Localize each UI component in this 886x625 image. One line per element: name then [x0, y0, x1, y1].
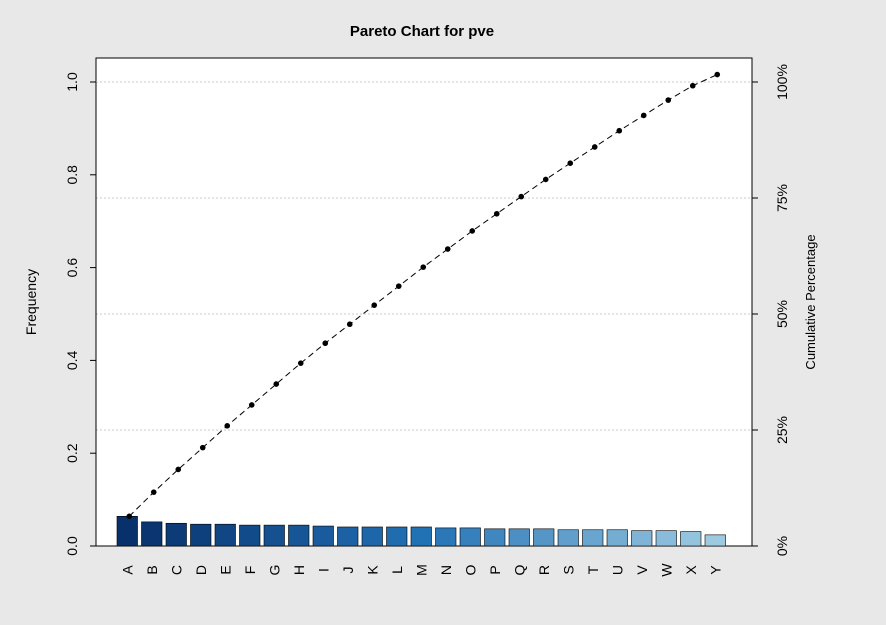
- bar-I: [312, 525, 334, 547]
- y-axis-label: Frequency: [23, 269, 39, 335]
- cumulative-point-R: [542, 176, 549, 183]
- x-tick-label-P: P: [487, 565, 503, 574]
- y-tick-label-1: 0.2: [64, 443, 80, 463]
- bar-F: [239, 524, 261, 547]
- y-axis-right-label: Cumulative Percentage: [803, 234, 818, 369]
- y-tick-label-3: 0.6: [64, 258, 80, 278]
- bar-A: [116, 516, 138, 547]
- bar-P: [484, 528, 506, 547]
- y-right-tick-label-0: 0%: [774, 536, 790, 556]
- cumulative-point-H: [297, 360, 304, 366]
- cumulative-point-T: [591, 144, 598, 150]
- bar-G: [263, 524, 285, 547]
- y-axis-left: 0.0 0.2 0.4 0.6 0.8 1.0: [64, 72, 97, 556]
- bar-Y: [704, 534, 726, 547]
- cumulative-point-L: [395, 283, 402, 289]
- bar-H: [288, 524, 310, 547]
- bar-X: [680, 531, 702, 547]
- cumulative-point-P: [493, 210, 500, 217]
- cumulative-point-U: [616, 127, 623, 134]
- x-tick-label-O: O: [462, 564, 478, 575]
- bar-N: [435, 527, 457, 547]
- cumulative-point-N: [444, 246, 451, 252]
- cumulative-point-J: [346, 321, 353, 328]
- y-right-tick-label-4: 100%: [774, 64, 790, 100]
- x-tick-label-N: N: [438, 565, 454, 575]
- y-tick-label-4: 0.8: [64, 165, 80, 185]
- bar-T: [582, 529, 604, 547]
- cumulative-point-W: [665, 97, 672, 103]
- bar-K: [361, 526, 383, 547]
- y-right-tick-label-2: 50%: [774, 300, 790, 328]
- bar-Q: [508, 528, 530, 547]
- cumulative-point-G: [273, 381, 280, 387]
- cumulative-point-O: [469, 228, 476, 234]
- plot-area: [95, 57, 753, 547]
- x-tick-label-Y: Y: [707, 565, 723, 575]
- x-tick-label-E: E: [217, 565, 233, 574]
- cumulative-point-V: [640, 112, 647, 119]
- x-tick-label-D: D: [193, 565, 209, 575]
- bar-J: [337, 526, 359, 547]
- bar-S: [557, 529, 579, 547]
- bar-E: [214, 523, 236, 547]
- cumulative-point-S: [567, 160, 574, 166]
- x-tick-label-C: C: [168, 565, 184, 575]
- x-tick-label-V: V: [634, 565, 650, 575]
- x-tick-label-J: J: [340, 567, 356, 574]
- x-tick-label-G: G: [266, 565, 282, 576]
- x-tick-label-T: T: [585, 565, 601, 574]
- cumulative-point-F: [248, 402, 255, 408]
- y-tick-label-0: 0.0: [64, 536, 80, 556]
- grid-lines: [96, 81, 752, 431]
- bar-M: [410, 526, 432, 547]
- bar-R: [533, 528, 555, 547]
- bar-D: [190, 523, 212, 547]
- y-right-tick-label-3: 75%: [774, 184, 790, 212]
- x-tick-label-L: L: [389, 566, 405, 574]
- x-tick-label-S: S: [560, 565, 576, 574]
- bar-U: [606, 529, 628, 547]
- bars: [116, 516, 726, 547]
- bar-V: [631, 530, 653, 547]
- cumulative-point-B: [150, 489, 157, 495]
- cumulative-point-Q: [518, 193, 525, 200]
- bar-B: [141, 521, 163, 547]
- x-tick-label-K: K: [364, 565, 380, 575]
- cumulative-point-X: [689, 82, 696, 89]
- x-tick-label-W: W: [658, 563, 674, 577]
- bar-O: [459, 527, 481, 547]
- cumulative-points: [126, 71, 721, 520]
- x-tick-label-I: I: [315, 568, 331, 572]
- y-tick-label-2: 0.4: [64, 350, 80, 370]
- x-tick-label-H: H: [291, 565, 307, 575]
- bar-W: [655, 530, 677, 547]
- x-tick-label-U: U: [609, 565, 625, 575]
- y-tick-label-5: 1.0: [64, 72, 80, 92]
- x-tick-label-Q: Q: [511, 564, 527, 575]
- cumulative-point-E: [224, 423, 231, 429]
- cumulative-point-C: [175, 466, 182, 473]
- cumulative-point-Y: [714, 71, 721, 78]
- x-tick-label-A: A: [119, 565, 135, 575]
- cumulative-point-A: [126, 513, 133, 520]
- bar-L: [386, 526, 408, 547]
- cumulative-point-M: [420, 264, 427, 270]
- cumulative-point-D: [199, 444, 206, 451]
- x-tick-label-M: M: [413, 564, 429, 576]
- y-right-tick-label-1: 25%: [774, 416, 790, 444]
- bar-C: [165, 522, 187, 547]
- x-tick-label-F: F: [242, 566, 258, 575]
- cumulative-point-K: [371, 302, 378, 308]
- cumulative-point-I: [322, 340, 329, 347]
- chart-title: Pareto Chart for pve: [350, 23, 494, 40]
- y-axis-right: 0% 25% 50% 75% 100%: [751, 64, 790, 556]
- x-tick-label-B: B: [144, 565, 160, 574]
- x-tick-label-X: X: [683, 565, 699, 575]
- x-tick-label-R: R: [536, 565, 552, 575]
